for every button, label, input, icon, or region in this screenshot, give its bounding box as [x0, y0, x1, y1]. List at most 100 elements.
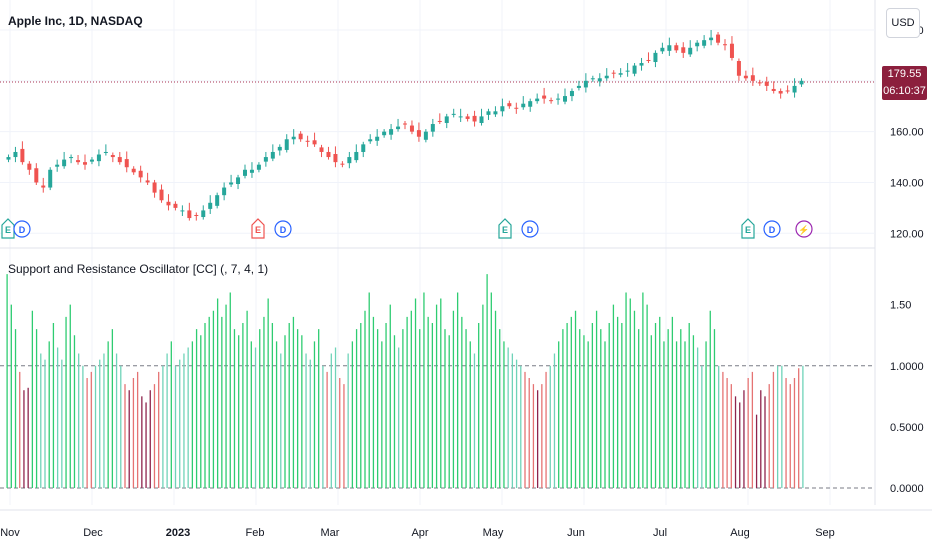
dividend-marker-icon[interactable] — [763, 220, 781, 238]
candle-body — [117, 157, 122, 163]
candle-body — [723, 44, 727, 46]
candle-body — [660, 47, 665, 52]
candle-body — [145, 180, 150, 183]
candle-body — [486, 111, 491, 115]
candle-body — [743, 75, 748, 79]
time-tick-label: May — [483, 527, 504, 539]
candle-body — [632, 65, 637, 74]
candle-body — [542, 95, 547, 99]
candle-body — [695, 42, 700, 47]
candle-body — [256, 164, 261, 170]
price-tick-label: 160.00 — [890, 127, 924, 139]
candle-body — [479, 116, 484, 124]
candle-body — [298, 133, 303, 140]
candle-body — [458, 116, 463, 118]
candle-body — [180, 210, 185, 212]
candle-body — [277, 146, 282, 151]
candle-body — [83, 162, 87, 165]
candle-body — [771, 88, 776, 91]
dividend-marker-icon[interactable] — [13, 220, 31, 238]
candle-body — [138, 170, 143, 178]
candle-body — [799, 80, 804, 85]
candle-body — [96, 154, 101, 162]
candle-body — [444, 116, 449, 124]
candle-body — [215, 195, 220, 206]
candle-body — [6, 157, 11, 160]
earnings-marker-icon[interactable] — [251, 218, 265, 239]
event-marker-label: D — [769, 225, 776, 235]
candle-body — [653, 52, 658, 63]
candle-body — [124, 159, 129, 168]
candle-body — [389, 129, 394, 135]
candle-body — [236, 177, 241, 184]
candle-body — [131, 168, 136, 173]
time-tick-label: Jul — [653, 527, 667, 539]
candle-body — [403, 123, 407, 125]
candle-body — [465, 116, 470, 119]
time-tick-label: 2023 — [166, 527, 190, 539]
candle-body — [611, 72, 616, 74]
earnings-marker-icon[interactable] — [741, 218, 755, 239]
candle-body — [702, 40, 707, 46]
last-price: 179.55 — [887, 68, 922, 80]
candle-body — [284, 139, 289, 150]
candle-body — [375, 136, 380, 141]
candle-body — [201, 210, 206, 218]
candle-body — [409, 125, 414, 132]
candle-body — [646, 59, 651, 61]
candle-body — [319, 147, 324, 152]
time-tick-label: Dec — [83, 527, 103, 539]
candle-body — [709, 37, 714, 41]
time-tick-label: Mar — [321, 527, 340, 539]
candle-body — [563, 96, 567, 102]
candle-body — [785, 90, 790, 92]
candle-body — [597, 78, 602, 82]
candle-body — [326, 151, 331, 158]
candle-body — [514, 107, 519, 109]
candle-body — [229, 182, 234, 185]
candle-body — [472, 115, 477, 122]
time-tick-label: Jun — [567, 527, 585, 539]
candle-body — [674, 45, 679, 51]
candle-body — [270, 151, 275, 159]
osc-tick-label: 1.0000 — [890, 361, 924, 373]
candle-body — [667, 45, 672, 51]
currency-button[interactable]: USD — [886, 8, 920, 38]
event-marker-label: D — [527, 225, 534, 235]
candle-body — [48, 169, 53, 188]
osc-tick-label: 1.50 — [890, 300, 911, 312]
candle-body — [757, 82, 762, 84]
candle-body — [347, 157, 352, 164]
candle-body — [535, 98, 540, 102]
candle-body — [500, 106, 505, 112]
split-marker-icon[interactable] — [795, 220, 813, 238]
candle-body — [792, 85, 797, 93]
candle-body — [187, 210, 192, 219]
candle-body — [729, 43, 734, 58]
candle-body — [423, 131, 428, 140]
candle-body — [34, 168, 39, 183]
time-tick-label: Feb — [246, 527, 265, 539]
time-tick-label: Sep — [815, 527, 835, 539]
candle-body — [778, 90, 783, 94]
candle-body — [583, 80, 588, 88]
candle-body — [764, 81, 769, 86]
candle-body — [639, 63, 644, 66]
price-tick-label: 120.00 — [890, 228, 924, 240]
event-marker-label: D — [280, 225, 287, 235]
chart-title: Apple Inc, 1D, NASDAQ — [8, 14, 143, 28]
candle-body — [340, 163, 345, 165]
candle-body — [208, 202, 213, 209]
candle-body — [312, 140, 317, 145]
candle-body — [521, 103, 526, 108]
candle-body — [549, 100, 554, 102]
dividend-marker-icon[interactable] — [274, 220, 292, 238]
earnings-marker-icon[interactable] — [498, 218, 512, 239]
candle-body — [437, 120, 442, 122]
candle-body — [688, 47, 693, 55]
dividend-marker-icon[interactable] — [521, 220, 539, 238]
candle-body — [416, 130, 421, 137]
candle-body — [249, 169, 254, 173]
price-tag: 179.55 06:10:37 — [882, 66, 927, 100]
